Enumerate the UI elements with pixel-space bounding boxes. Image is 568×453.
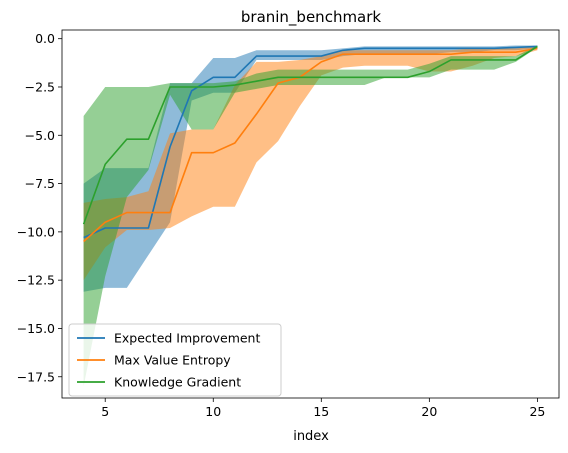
x-tick-label: 25	[529, 404, 545, 419]
x-axis-label: index	[293, 429, 329, 444]
y-tick-label: −12.5	[17, 273, 55, 288]
legend: Expected Improvement Max Value Entropy Kno…	[69, 324, 281, 396]
expected-improvement-legend-label: Expected Improvement	[114, 331, 260, 346]
knowledge-gradient-legend-label: Knowledge Gradient	[114, 375, 241, 390]
y-axis-ticks: 0.0 −2.5 −5.0 −7.5 −10.0 −12.5 −15.0 −17.5	[17, 31, 62, 384]
max-value-entropy-legend-label: Max Value Entropy	[114, 353, 231, 368]
x-tick-label: 10	[205, 404, 221, 419]
y-tick-label: −17.5	[17, 369, 55, 384]
chart-title: branin_benchmark	[241, 8, 382, 27]
y-tick-label: −15.0	[17, 321, 55, 336]
x-tick-label: 5	[101, 404, 109, 419]
y-tick-label: −5.0	[25, 128, 55, 143]
x-axis-ticks: 5 10 15 20 25	[101, 398, 545, 419]
y-tick-label: −10.0	[17, 224, 55, 239]
y-tick-label: 0.0	[35, 31, 55, 46]
y-tick-label: −2.5	[25, 79, 55, 94]
x-tick-label: 15	[313, 404, 329, 419]
y-tick-label: −7.5	[25, 176, 55, 191]
x-tick-label: 20	[421, 404, 437, 419]
